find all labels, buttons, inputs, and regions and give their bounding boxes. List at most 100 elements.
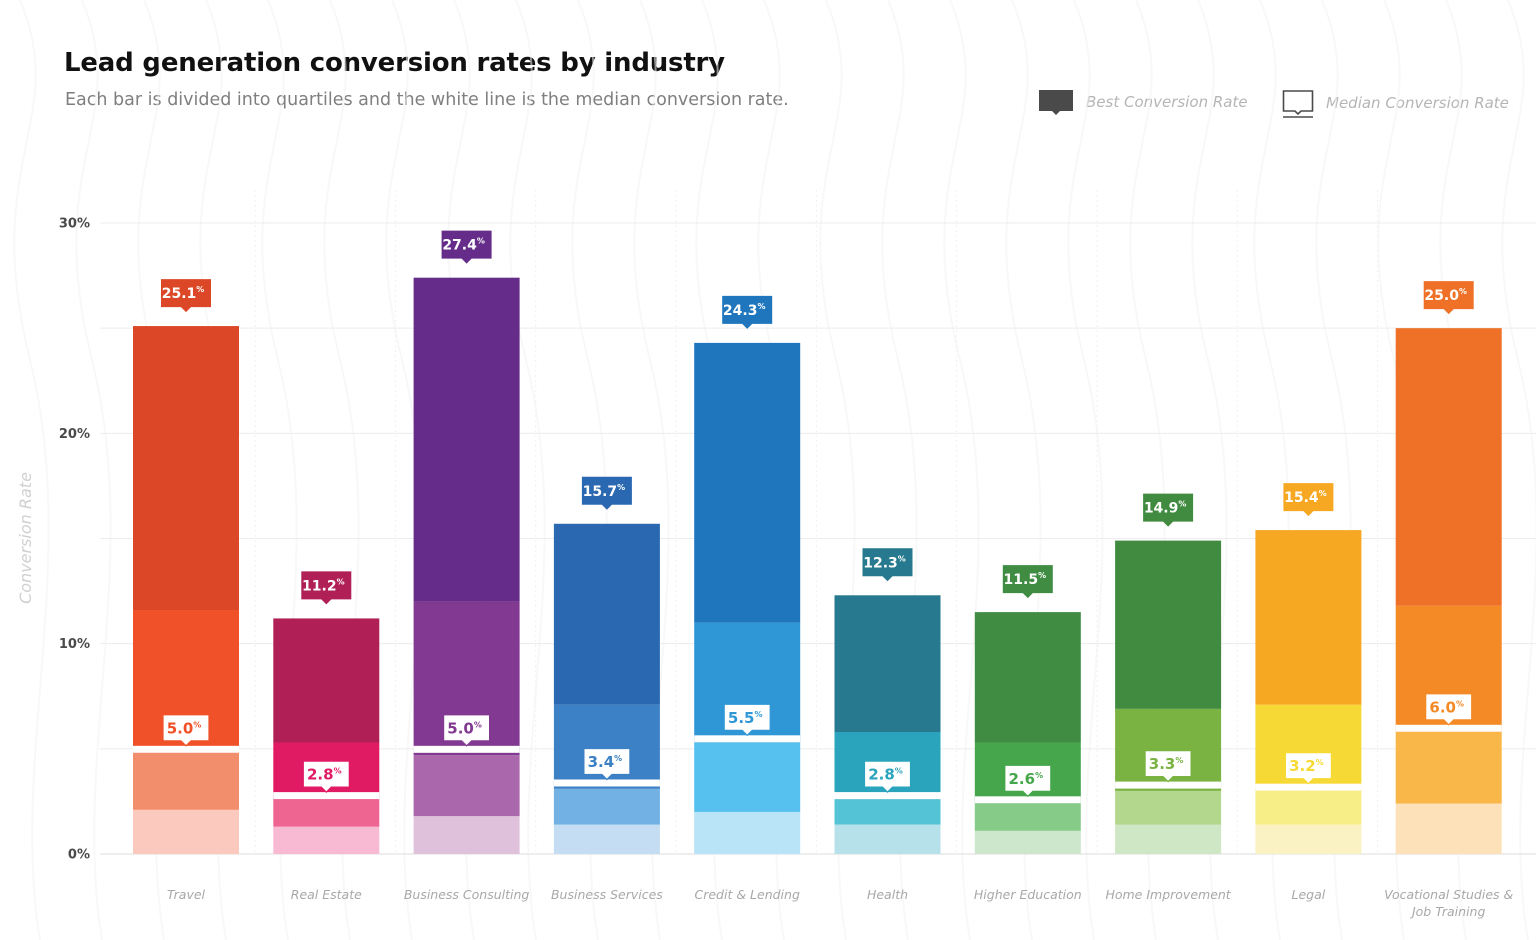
- percent-sign: %: [895, 767, 903, 776]
- bar-group: 3.2%15.4%Legal: [1255, 483, 1362, 902]
- percent-sign: %: [334, 767, 342, 776]
- bar-group: 2.6% 11.5% Higher Education: [974, 565, 1082, 902]
- bar-quartile-segment: [834, 595, 941, 733]
- background-stroke: [509, 0, 546, 940]
- bar-quartile-segment: [413, 816, 520, 854]
- median-value-label: 5.0%: [167, 719, 202, 737]
- best-value-label: 11.5%: [1004, 571, 1047, 588]
- median-value: 6.0: [1429, 698, 1456, 716]
- median-value-label: 5.5%: [728, 709, 763, 727]
- legend-median: Median Conversion Rate: [1282, 88, 1509, 118]
- bar-quartile-segment: [413, 277, 520, 602]
- median-callout: [1425, 693, 1473, 726]
- best-callout: [1283, 483, 1334, 517]
- bar-quartile-segment: [694, 811, 801, 854]
- bar-quartile-segment: [553, 523, 660, 705]
- x-tick-label: Credit & Lending: [694, 887, 799, 902]
- bar-quartile-segment: [273, 618, 380, 743]
- median-line: [133, 745, 239, 753]
- chart-title: Lead generation conversion rates by indu…: [64, 48, 725, 78]
- best-value-label: 24.3%: [723, 302, 766, 319]
- bar-group: 3.4%15.7%Business Services: [551, 476, 663, 902]
- median-line: [974, 796, 1081, 804]
- y-tick-label: 20%: [59, 427, 90, 442]
- bar-quartile-segment: [974, 612, 1081, 743]
- best-value: 25.1: [162, 286, 197, 302]
- best-callout: [1002, 565, 1053, 599]
- median-value-label: 3.2%: [1289, 757, 1324, 775]
- bar-group: 5.0%25.1%Travel: [133, 279, 239, 902]
- legend-best: Best Conversion Rate: [1038, 88, 1248, 116]
- best-callout: [301, 571, 352, 605]
- median-line: [1115, 781, 1222, 789]
- bar-quartile-segment: [133, 809, 239, 854]
- percent-sign: %: [337, 577, 345, 586]
- filled-callout-icon: [1039, 90, 1073, 115]
- median-value-label: 6.0%: [1429, 698, 1464, 716]
- median-value: 3.4: [588, 753, 615, 771]
- legend-best-label: Best Conversion Rate: [1086, 93, 1248, 111]
- bar-quartile-segment: [1395, 803, 1502, 854]
- best-value: 25.0: [1424, 288, 1459, 304]
- bar-quartile-segment: [1255, 790, 1362, 825]
- percent-sign: %: [1175, 756, 1183, 765]
- median-value-label: 2.6%: [1009, 770, 1044, 788]
- median-value: 2.8: [307, 766, 334, 784]
- bar-quartile-segment: [1255, 530, 1362, 705]
- median-value: 3.3: [1149, 755, 1176, 773]
- background-stroke: [75, 0, 112, 940]
- best-callout: [581, 476, 632, 510]
- background-stroke: [1067, 0, 1104, 940]
- best-value-label: 15.4%: [1284, 489, 1327, 506]
- best-value-label: 14.9%: [1144, 500, 1187, 517]
- background-stroke: [13, 0, 50, 940]
- percent-sign: %: [193, 720, 201, 729]
- x-tick-label: Higher Education: [974, 887, 1082, 902]
- best-callout: [862, 548, 913, 582]
- best-value-label: 12.3%: [863, 554, 906, 571]
- best-callout: [1143, 493, 1194, 527]
- best-value: 24.3: [723, 303, 758, 319]
- percent-sign: %: [754, 710, 762, 719]
- x-axis-grid: [254, 190, 1379, 854]
- percent-sign: %: [1456, 699, 1464, 708]
- bar-group: 5.5% 24.3% Credit & Lending: [694, 295, 801, 902]
- median-value-label: 2.8%: [868, 766, 903, 784]
- bar-group: 6.0%25.0%Vocational Studies &Job Trainin…: [1384, 281, 1514, 919]
- median-line: [834, 792, 941, 800]
- best-callout: [441, 230, 492, 264]
- best-value: 11.5: [1004, 572, 1039, 588]
- x-tick-label: Business Consulting: [404, 887, 530, 902]
- median-value: 5.0: [447, 719, 474, 737]
- best-value-label: 27.4%: [442, 237, 485, 254]
- outline-callout-icon: [1282, 90, 1314, 118]
- bar-quartile-segment: [834, 799, 941, 825]
- bar-quartile-segment: [1395, 328, 1502, 606]
- y-tick-label: 10%: [59, 637, 90, 652]
- bar-quartile-segment: [1255, 824, 1362, 854]
- x-tick-label: Health: [867, 887, 908, 902]
- x-tick-label: Business Services: [551, 887, 663, 902]
- bar-quartile-segment: [974, 830, 1081, 854]
- bar-quartile-segment: [834, 824, 941, 854]
- bar-quartile-segment: [1395, 732, 1502, 804]
- median-line: [1395, 724, 1502, 732]
- percent-sign: %: [1316, 758, 1324, 767]
- median-callout: [1284, 752, 1332, 785]
- percent-sign: %: [757, 302, 765, 311]
- bar-quartile-segment: [413, 755, 520, 817]
- bar-group: 3.3%14.9%Home Improvement: [1105, 493, 1232, 902]
- best-callout: [722, 295, 773, 329]
- x-tick-label: Real Estate: [291, 887, 362, 902]
- bar-quartile-segment: [273, 799, 380, 827]
- best-value-label: 11.2%: [302, 577, 345, 594]
- bar-group: 2.8%11.2%Real Estate: [273, 571, 380, 902]
- percent-sign: %: [1459, 287, 1467, 296]
- bar-group: 5.0%27.4%Business Consulting: [404, 230, 530, 902]
- median-line: [273, 792, 380, 800]
- bar-quartile-segment: [974, 803, 1081, 831]
- bar-quartile-segment: [273, 826, 380, 854]
- bar-quartile-segment: [553, 788, 660, 825]
